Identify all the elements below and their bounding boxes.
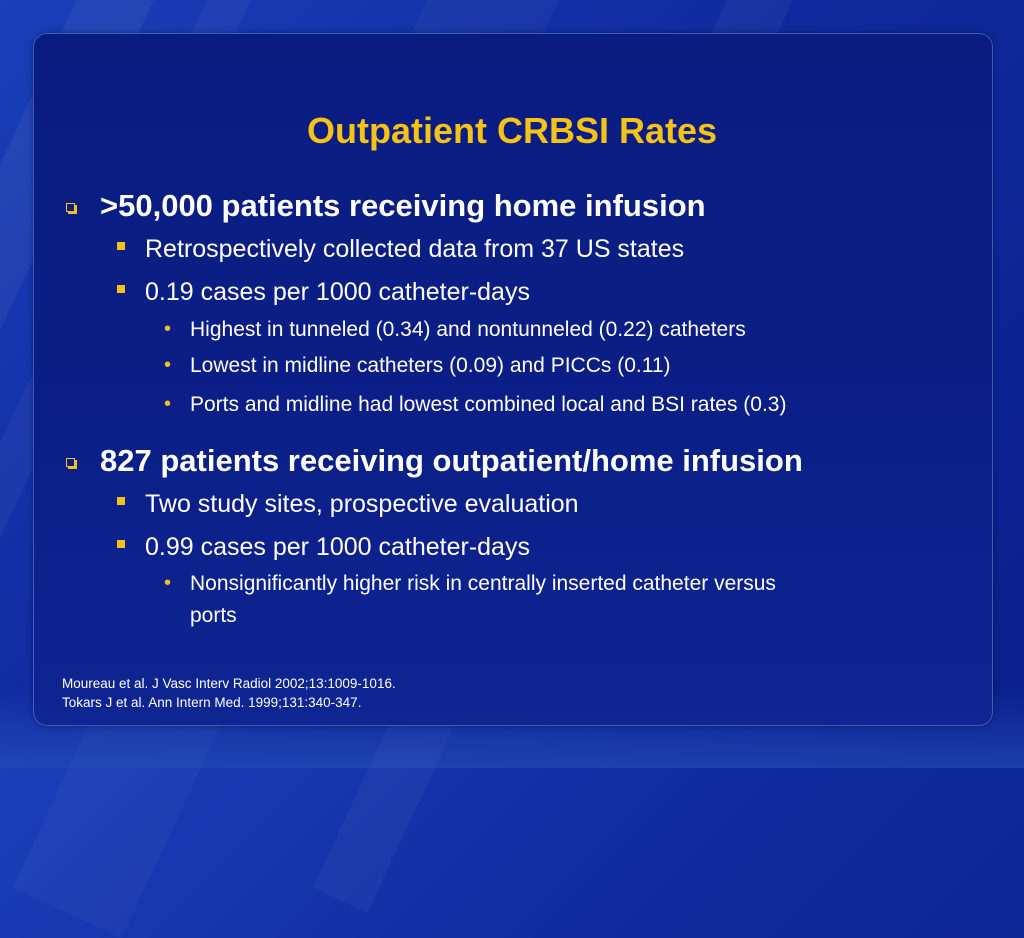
detail-bullet-continuation: ports [190, 604, 237, 627]
detail-bullet: Ports and midline had lowest combined lo… [190, 393, 787, 416]
square-bullet-icon [117, 497, 125, 505]
detail-bullet: Highest in tunneled (0.34) and nontunnel… [190, 318, 746, 341]
reference-line: Moureau et al. J Vasc Interv Radiol 2002… [62, 676, 396, 691]
sub-bullet: Retrospectively collected data from 37 U… [145, 235, 685, 263]
square-bullet-icon [117, 285, 125, 293]
dot-bullet-icon: • [164, 393, 172, 415]
content-panel [33, 33, 993, 726]
dot-bullet-icon: • [164, 318, 172, 340]
checkbox-bullet-icon [66, 203, 75, 212]
section-heading: 827 patients receiving outpatient/home i… [100, 443, 803, 478]
sub-bullet: 0.99 cases per 1000 catheter-days [145, 533, 530, 561]
detail-bullet: Nonsignificantly higher risk in centrall… [190, 572, 776, 595]
checkbox-bullet-icon [66, 458, 75, 467]
slide-title: Outpatient CRBSI Rates [306, 110, 718, 151]
detail-bullet: Lowest in midline catheters (0.09) and P… [190, 354, 671, 377]
dot-bullet-icon: • [164, 354, 172, 376]
square-bullet-icon [117, 540, 125, 548]
dot-bullet-icon: • [164, 572, 172, 594]
reference-line: Tokars J et al. Ann Intern Med. 1999;131… [62, 695, 362, 710]
section-heading: >50,000 patients receiving home infusion [100, 188, 706, 223]
sub-bullet: Two study sites, prospective evaluation [145, 490, 579, 518]
square-bullet-icon [117, 242, 125, 250]
sub-bullet: 0.19 cases per 1000 catheter-days [145, 278, 530, 306]
